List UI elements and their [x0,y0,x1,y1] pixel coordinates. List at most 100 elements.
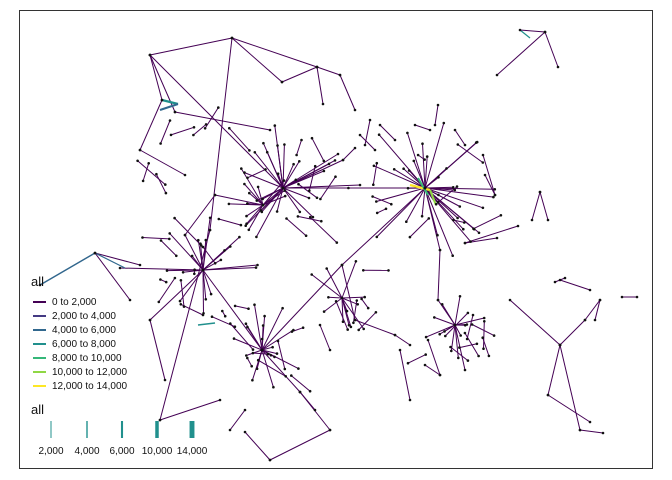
route-node [261,197,264,201]
route-node [201,313,205,317]
color-legend-swatch [33,343,46,345]
route-node [159,239,163,242]
route-node [358,133,362,137]
route-node [179,279,183,282]
route-node [436,298,440,302]
route-node [408,235,412,239]
route-edge [316,66,324,105]
route-node [438,332,442,336]
route-edge [240,168,264,206]
route-node [213,262,217,265]
route-edge [261,349,272,356]
route-edge [424,364,441,376]
route-node [442,121,446,125]
route-node [168,119,172,122]
route-node [245,354,248,357]
route-edge [372,196,392,205]
route-node [217,106,220,109]
route-edge [424,187,454,256]
route-node [421,142,424,145]
route-edge [234,305,249,310]
route-edge [409,218,430,238]
route-edge [202,269,263,351]
route-edge [94,252,126,269]
route-node [246,356,249,360]
route-edge [311,274,343,299]
route-edge [248,204,264,231]
route-node [159,142,162,145]
route-edge [191,255,204,271]
route-edge [229,323,254,350]
route-edge [262,190,285,206]
route-node [375,200,378,203]
route-edge [434,104,439,126]
route-node [208,228,212,232]
route-node [371,195,374,198]
route-node [463,324,467,327]
route-node [246,325,249,329]
route-node [233,304,237,308]
route-node [227,202,231,206]
route-node [243,182,246,186]
route-node [264,168,267,171]
route-edge [339,74,356,111]
route-node [261,203,265,207]
route-node [260,337,264,341]
route-node [221,309,224,313]
route-node [244,224,247,227]
route-edge [361,298,369,309]
route-node [377,133,381,136]
route-edge [335,301,349,330]
route-node [423,363,427,367]
route-edge [202,269,204,314]
route-edge [424,187,484,209]
route-edge [376,187,426,202]
route-node [204,123,208,126]
route-edge [256,349,263,369]
route-node [304,234,308,237]
route-node [443,330,446,333]
route-edge [466,314,474,340]
route-node [436,200,440,204]
route-edge [424,122,445,189]
route-node [451,186,455,189]
route-edge [559,319,586,346]
route-node [406,186,410,190]
route-node [458,205,462,208]
route-node [248,149,251,152]
route-node [427,217,431,220]
route-node [169,133,173,137]
route-edge [428,189,438,206]
route-edge [422,143,426,189]
route-node [407,169,411,172]
route-node [588,420,592,424]
route-edge [298,183,318,199]
route-node [228,428,232,432]
route-node [424,353,428,356]
route-edge [450,346,469,361]
route-node [516,224,520,228]
route-node [223,314,227,318]
route-node [281,186,285,190]
route-node [457,356,460,360]
route-node [168,232,171,235]
route-edge [214,194,264,206]
route-node [301,326,305,330]
route-node [173,216,176,220]
route-node [239,223,243,227]
route-edge [282,187,301,213]
route-node [463,368,467,372]
route-node [463,143,467,147]
route-node [475,140,479,144]
route-node [558,278,562,282]
route-edge [202,259,222,271]
route-node [408,343,412,347]
route-node [315,196,319,200]
route-edge [202,264,258,271]
route-edge [159,229,211,421]
route-edge [496,31,546,76]
route-edge [261,349,274,388]
route-edge [149,54,163,101]
route-node [148,53,152,57]
route-node [455,185,459,188]
